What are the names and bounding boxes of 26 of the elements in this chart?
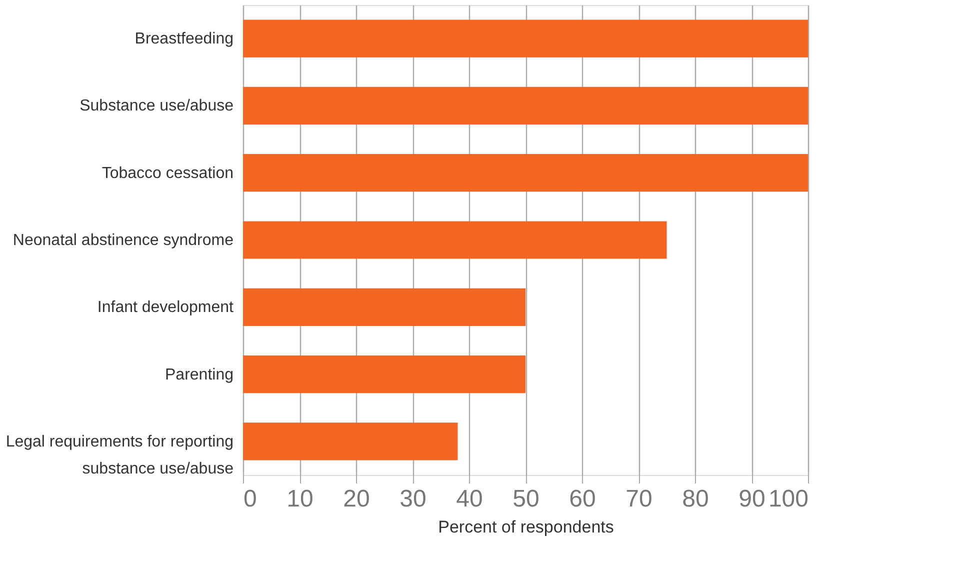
x-tick-label: 40: [456, 486, 483, 512]
bar: [243, 86, 808, 125]
bar: [243, 20, 808, 58]
x-tick-label: 10: [286, 486, 314, 512]
x-tick-label: 70: [626, 486, 652, 512]
x-tick-label: 30: [400, 486, 426, 512]
bar: [243, 355, 526, 394]
bar: [243, 288, 526, 326]
x-axis-title: Percent of respondents: [438, 518, 614, 536]
y-tick-label: Parenting: [165, 366, 234, 384]
y-tick-label: Breastfeeding: [134, 30, 234, 48]
y-tick-label: Legal requirements for reporting substance use/abuse: [6, 433, 234, 478]
y-tick-label: Neonatal abstinence syndrome: [12, 232, 234, 249]
y-tick-label: Substance use/abuse: [80, 98, 234, 115]
x-tick-label: 60: [569, 486, 596, 512]
bar: [243, 221, 667, 259]
x-tick-label: 90: [738, 486, 766, 512]
x-tick-label: 0: [244, 486, 257, 512]
x-tick-label: 100: [768, 486, 808, 512]
y-tick-label: Tobacco cessation: [102, 164, 234, 182]
bar: [243, 154, 808, 192]
bar: [243, 422, 458, 460]
x-tick-label: 20: [343, 486, 370, 512]
x-tick-label: 80: [682, 486, 709, 512]
x-tick-label: 50: [512, 486, 540, 512]
y-tick-label: Infant development: [97, 299, 234, 316]
